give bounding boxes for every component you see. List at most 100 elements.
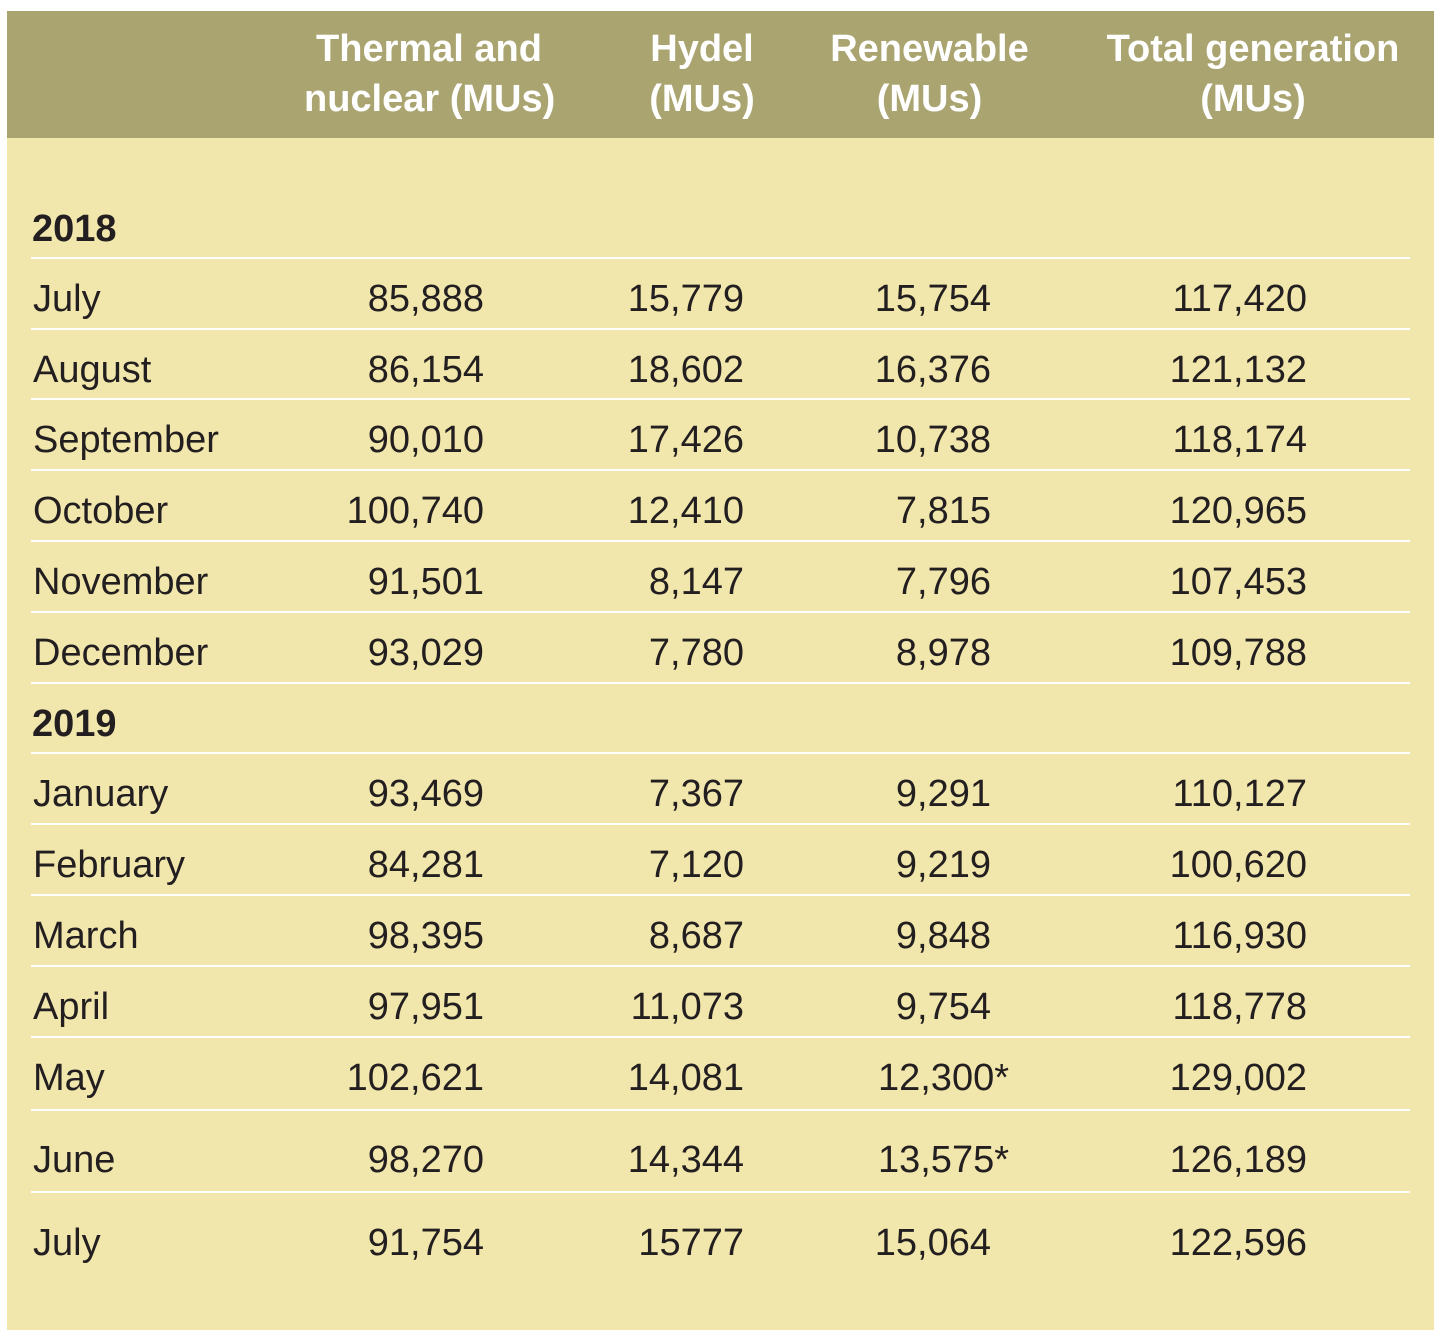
- header-hydel-line1: Hydel: [650, 28, 754, 70]
- month-cell: April: [33, 986, 110, 1028]
- header-thermal-line1: Thermal and: [316, 28, 542, 70]
- total-cell: 100,620: [1169, 844, 1307, 886]
- row-divider: [31, 1036, 1410, 1038]
- month-cell: January: [33, 773, 169, 815]
- table-row: March 98,395 8,687 9,848 116,930: [31, 916, 1410, 956]
- header-hydel: Hydel (MUs): [627, 24, 777, 124]
- hydel-cell: 18,602: [627, 349, 744, 391]
- row-divider: [31, 469, 1410, 471]
- hydel-cell: 8,147: [648, 561, 744, 603]
- month-cell: June: [33, 1139, 116, 1181]
- total-cell: 109,788: [1169, 632, 1307, 674]
- table-row: July 91,754 15777 15,064 122,596: [31, 1223, 1410, 1263]
- row-divider: [31, 965, 1410, 967]
- month-cell: August: [33, 349, 152, 391]
- month-cell: July: [33, 278, 101, 320]
- thermal-cell: 102,621: [346, 1057, 484, 1099]
- renewable-cell: 16,376: [874, 349, 991, 391]
- thermal-cell: 98,395: [367, 915, 484, 957]
- hydel-cell: 15,779: [627, 278, 744, 320]
- row-divider: [31, 328, 1410, 330]
- header-renewable: Renewable (MUs): [822, 24, 1037, 124]
- header-thermal-line2: nuclear (MUs): [304, 78, 556, 120]
- hydel-cell: 12,410: [627, 490, 744, 532]
- renewable-cell: 9,291: [895, 773, 991, 815]
- thermal-cell: 86,154: [367, 349, 484, 391]
- total-cell: 110,127: [1172, 773, 1307, 815]
- hydel-cell: 7,367: [648, 773, 744, 815]
- hydel-cell: 17,426: [627, 419, 744, 461]
- table-row: July 85,888 15,779 15,754 117,420: [31, 279, 1410, 319]
- header-total-line1: Total generation: [1106, 28, 1400, 70]
- month-cell: November: [33, 561, 209, 603]
- month-cell: July: [33, 1222, 101, 1264]
- header-total-line2: (MUs): [1200, 78, 1306, 120]
- table-row: January 93,469 7,367 9,291 110,127: [31, 774, 1410, 814]
- renewable-cell: 15,754: [874, 278, 991, 320]
- renewable-cell: 15,064: [874, 1222, 991, 1264]
- hydel-cell: 8,687: [648, 915, 744, 957]
- month-cell: February: [33, 844, 186, 886]
- generation-table: Thermal and nuclear (MUs) Hydel (MUs) Re…: [7, 11, 1434, 1330]
- month-cell: December: [33, 632, 209, 674]
- hydel-cell: 15777: [638, 1222, 744, 1264]
- header-hydel-line2: (MUs): [649, 78, 755, 120]
- row-divider: [31, 398, 1410, 400]
- thermal-cell: 97,951: [367, 986, 484, 1028]
- hydel-cell: 7,120: [648, 844, 744, 886]
- renewable-cell: 7,796: [895, 561, 991, 603]
- thermal-cell: 93,469: [367, 773, 484, 815]
- renewable-cell: 9,848: [895, 915, 991, 957]
- hydel-cell: 14,344: [627, 1139, 744, 1181]
- month-cell: March: [33, 915, 139, 957]
- total-cell: 122,596: [1169, 1222, 1307, 1264]
- row-divider: [31, 823, 1410, 825]
- hydel-cell: 11,073: [630, 986, 744, 1028]
- total-cell: 121,132: [1169, 349, 1307, 391]
- row-divider: [31, 1191, 1410, 1193]
- total-cell: 129,002: [1169, 1057, 1307, 1099]
- table-row: June 98,270 14,344 13,575* 126,189: [31, 1140, 1410, 1180]
- hydel-cell: 14,081: [627, 1057, 744, 1099]
- thermal-cell: 93,029: [367, 632, 484, 674]
- table-row: August 86,154 18,602 16,376 121,132: [31, 350, 1410, 390]
- total-cell: 126,189: [1169, 1139, 1307, 1181]
- table-row: May 102,621 14,081 12,300* 129,002: [31, 1058, 1410, 1098]
- row-divider: [31, 752, 1410, 754]
- total-cell: 118,174: [1172, 419, 1307, 461]
- month-cell: May: [33, 1057, 105, 1099]
- renewable-cell: 13,575*: [877, 1139, 1009, 1181]
- row-divider: [31, 611, 1410, 613]
- month-cell: September: [33, 419, 219, 461]
- thermal-cell: 85,888: [367, 278, 484, 320]
- table-row: November 91,501 8,147 7,796 107,453: [31, 562, 1410, 602]
- table-row: September 90,010 17,426 10,738 118,174: [31, 420, 1410, 460]
- thermal-cell: 91,754: [367, 1222, 484, 1264]
- total-cell: 107,453: [1169, 561, 1307, 603]
- year-heading: 2019: [32, 703, 117, 745]
- thermal-cell: 100,740: [346, 490, 484, 532]
- table-header: Thermal and nuclear (MUs) Hydel (MUs) Re…: [7, 11, 1434, 138]
- table-row: December 93,029 7,780 8,978 109,788: [31, 633, 1410, 673]
- renewable-cell: 7,815: [895, 490, 991, 532]
- hydel-cell: 7,780: [648, 632, 744, 674]
- row-divider: [31, 257, 1410, 259]
- renewable-cell: 10,738: [874, 419, 991, 461]
- row-divider: [31, 894, 1410, 896]
- thermal-cell: 91,501: [367, 561, 484, 603]
- header-renewable-line2: (MUs): [876, 78, 983, 120]
- header-thermal: Thermal and nuclear (MUs): [304, 24, 556, 124]
- table-row: February 84,281 7,120 9,219 100,620: [31, 845, 1410, 885]
- table-body: 2018 July 85,888 15,779 15,754 117,420 August 8…: [7, 11, 1434, 1330]
- renewable-cell: 9,219: [895, 844, 991, 886]
- thermal-cell: 84,281: [367, 844, 484, 886]
- renewable-cell: 9,754: [895, 986, 991, 1028]
- total-cell: 120,965: [1169, 490, 1307, 532]
- table-row: October 100,740 12,410 7,815 120,965: [31, 491, 1410, 531]
- year-heading: 2018: [32, 208, 117, 250]
- header-total: Total generation (MUs): [1103, 24, 1403, 124]
- thermal-cell: 90,010: [367, 419, 484, 461]
- header-renewable-line1: Renewable: [830, 28, 1029, 70]
- total-cell: 118,778: [1172, 986, 1307, 1028]
- total-cell: 117,420: [1172, 278, 1307, 320]
